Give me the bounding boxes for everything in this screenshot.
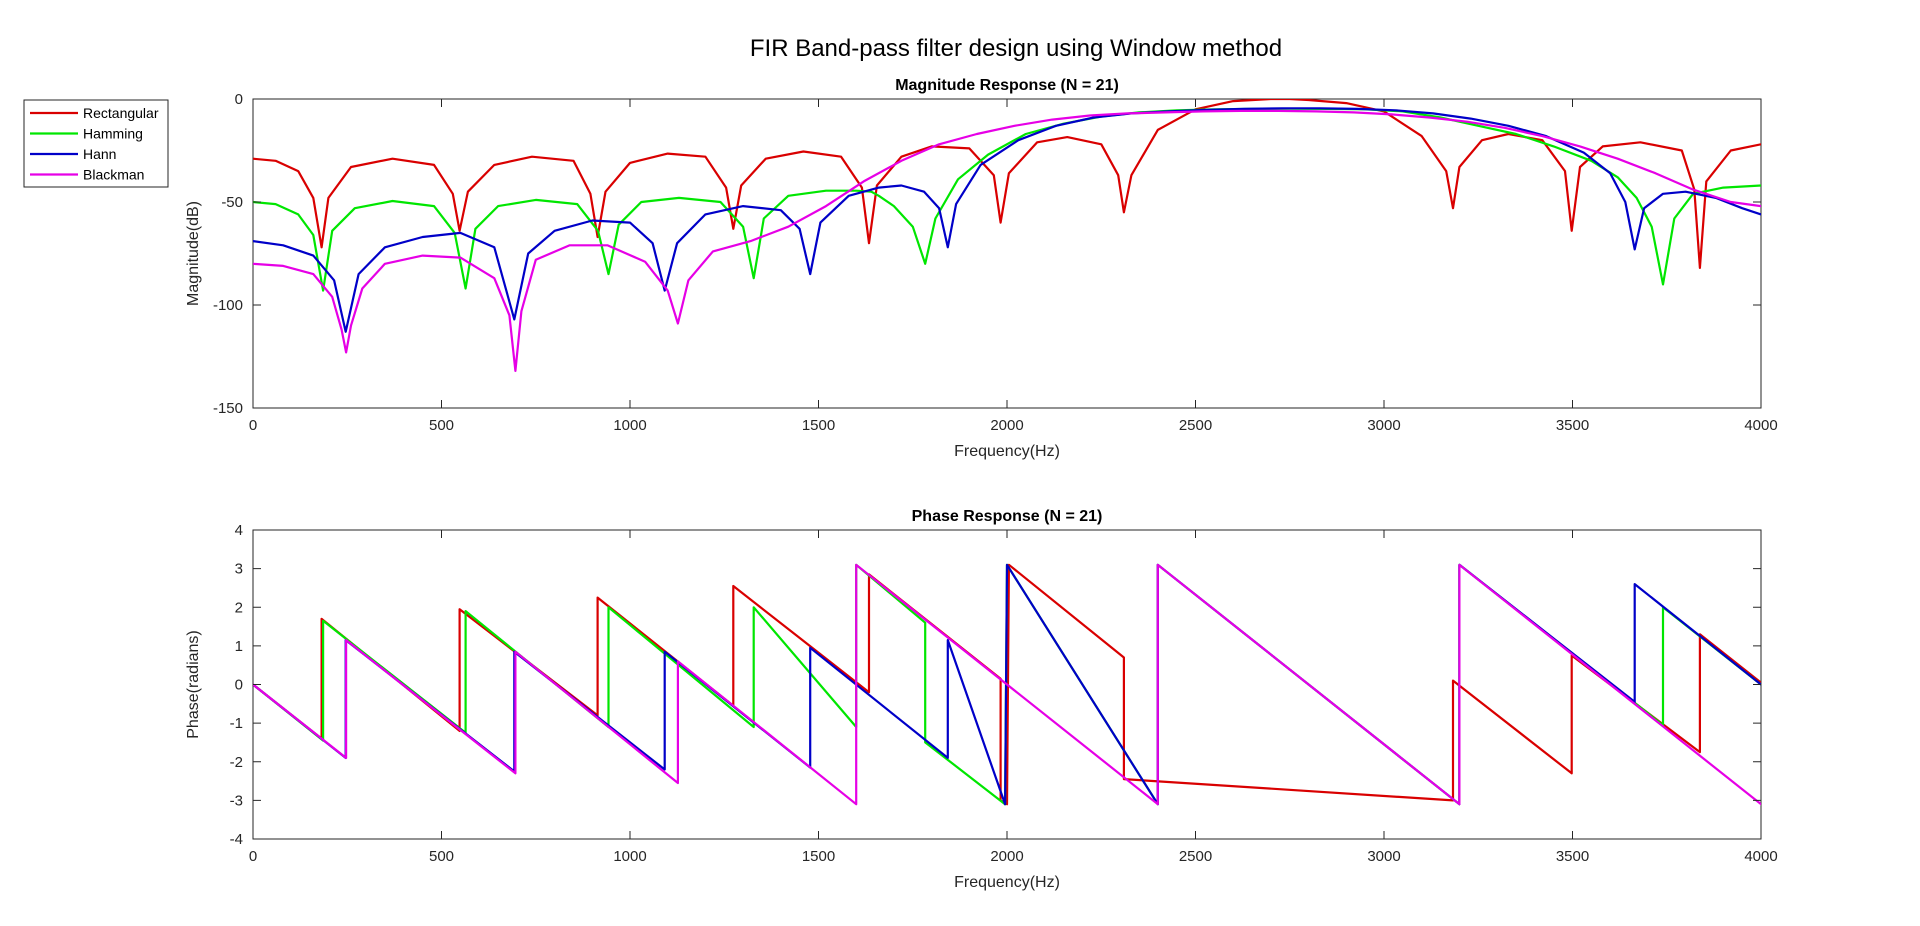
series-group-1	[253, 563, 1761, 806]
x-tick-label: 3500	[1556, 417, 1589, 434]
x-tick-label: 1500	[802, 848, 835, 865]
legend-label-hann: Hann	[83, 146, 116, 162]
series-line-blackman	[253, 109, 1761, 372]
x-tick-label: 3000	[1367, 848, 1400, 865]
plot-area-0	[252, 98, 1762, 409]
legend-box	[23, 99, 169, 188]
y-tick-label: 0	[235, 677, 243, 694]
x-tick-label: 500	[429, 417, 454, 434]
plot-title-1: Phase Response (N = 21)	[912, 508, 1103, 525]
figure-title: FIR Band-pass filter design using Window…	[750, 35, 1282, 62]
x-tick-label: 1000	[613, 848, 646, 865]
x-tick-label: 500	[429, 848, 454, 865]
x-axis-label-1: Frequency(Hz)	[954, 874, 1060, 891]
series-group-0	[253, 99, 1761, 372]
y-tick-label: -2	[230, 754, 243, 771]
plot-title-0: Magnitude Response (N = 21)	[895, 77, 1119, 94]
x-tick-label: 3000	[1367, 417, 1400, 434]
x-axis-label-0: Frequency(Hz)	[954, 443, 1060, 460]
y-axis-label-1: Phase(radians)	[185, 630, 202, 739]
y-tick-label: -150	[213, 400, 243, 417]
legend-label-blackman: Blackman	[83, 167, 144, 183]
magnitude-plot: 0 500 1000 1500 2000 2500 3000 3500 4000 -150 -100…	[185, 77, 1778, 460]
y-tick-label: 2	[235, 599, 243, 616]
y-tick-label: -100	[213, 297, 243, 314]
series-line-hamming	[253, 107, 1761, 292]
series-line-rectangular	[253, 99, 1761, 269]
y-tick-label: 1	[235, 638, 243, 655]
x-tick-label: 1500	[802, 417, 835, 434]
y-tick-label: -50	[221, 194, 243, 211]
legend: Rectangular Hamming Hann Blackman	[23, 99, 169, 188]
x-tick-label: 4000	[1744, 417, 1777, 434]
x-tick-label: 0	[249, 848, 257, 865]
x-tick-label: 0	[249, 417, 257, 434]
series-line-hann	[253, 107, 1761, 333]
y-tick-label: 0	[235, 91, 243, 108]
y-tick-label: -1	[230, 715, 243, 732]
legend-label-rectangular: Rectangular	[83, 105, 159, 121]
x-tick-label: 2500	[1179, 848, 1212, 865]
series-line-blackman	[253, 563, 1761, 806]
phase-plot: 0 500 1000 1500 2000 2500 3000 3500 4000 -4 -3 -2 -1…	[185, 508, 1778, 891]
x-tick-label: 2000	[990, 417, 1023, 434]
y-tick-label: -3	[230, 792, 243, 809]
y-axis-label-0: Magnitude(dB)	[185, 201, 202, 306]
x-tick-label: 4000	[1744, 848, 1777, 865]
y-tick-label: 3	[235, 561, 243, 578]
x-tick-label: 2000	[990, 848, 1023, 865]
y-tick-label: -4	[230, 831, 243, 848]
x-tick-label: 3500	[1556, 848, 1589, 865]
y-tick-label: 4	[235, 522, 243, 539]
x-tick-label: 1000	[613, 417, 646, 434]
x-tick-label: 2500	[1179, 417, 1212, 434]
legend-label-hamming: Hamming	[83, 126, 143, 142]
series-line-rectangular	[253, 563, 1761, 806]
